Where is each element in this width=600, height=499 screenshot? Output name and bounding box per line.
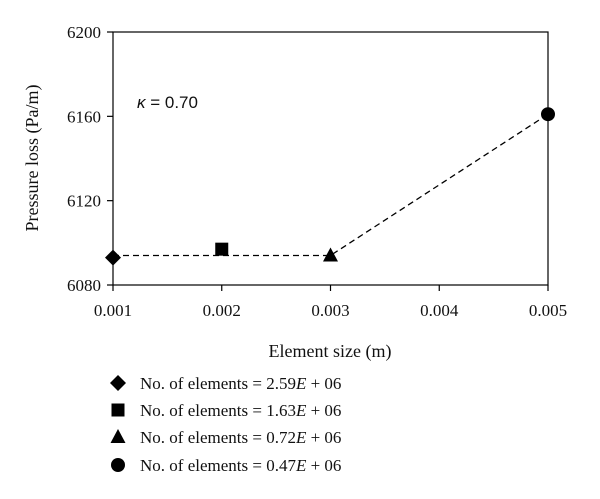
x-tick-label: 0.003 [311,301,349,320]
legend-marker-circle [111,458,125,472]
x-axis-ticks: 0.001 0.002 0.003 0.004 0.005 [94,285,567,320]
legend-entry-label: No. of elements = 0.72E + 06 [140,428,341,447]
legend-label-exponent-e: E [295,428,307,447]
y-axis-ticks: 6080 6120 6160 6200 [67,23,113,295]
data-points [105,107,555,266]
y-tick-label: 6080 [67,276,101,295]
y-tick-label: 6160 [67,107,101,126]
kappa-symbol: κ [137,93,147,112]
x-tick-label: 0.002 [203,301,241,320]
data-point-triangle [323,247,338,262]
legend-label-prefix: No. of elements = 2.59 [140,374,296,393]
legend-entry-label: No. of elements = 2.59E + 06 [140,374,341,393]
legend-marker-diamond [110,375,126,391]
x-tick-label: 0.001 [94,301,132,320]
legend-label-exponent-e: E [295,374,307,393]
x-axis-title: Element size (m) [269,341,392,362]
legend-label-suffix: + 06 [306,401,341,420]
legend-label-exponent-e: E [295,401,307,420]
data-point-circle [541,107,555,122]
dashed-connector-line [113,113,549,257]
legend-label-exponent-e: E [295,456,307,475]
connector-line [113,113,549,257]
legend-label-suffix: + 06 [306,374,341,393]
legend-label-suffix: + 06 [306,428,341,447]
legend-marker-triangle [110,429,126,443]
kappa-annotation: κ = 0.70 [137,93,198,112]
legend-entry-label: No. of elements = 0.47E + 06 [140,456,341,475]
y-axis-title: Pressure loss (Pa/m) [22,85,43,232]
legend-label-prefix: No. of elements = 0.47 [140,456,296,475]
y-tick-label: 6200 [67,23,101,42]
legend-label-prefix: No. of elements = 0.72 [140,428,296,447]
x-tick-label: 0.005 [529,301,567,320]
data-point-diamond [105,249,121,266]
plot-area-frame [112,31,549,286]
legend-label-prefix: No. of elements = 1.63 [140,401,296,420]
y-tick-label: 6120 [67,192,101,211]
legend-marker-square [111,403,125,417]
x-tick-label: 0.004 [420,301,459,320]
data-point-square [215,242,229,256]
legend-label-suffix: + 06 [306,456,341,475]
legend-entry-label: No. of elements = 1.63E + 06 [140,401,341,420]
kappa-value: = 0.70 [146,93,198,112]
